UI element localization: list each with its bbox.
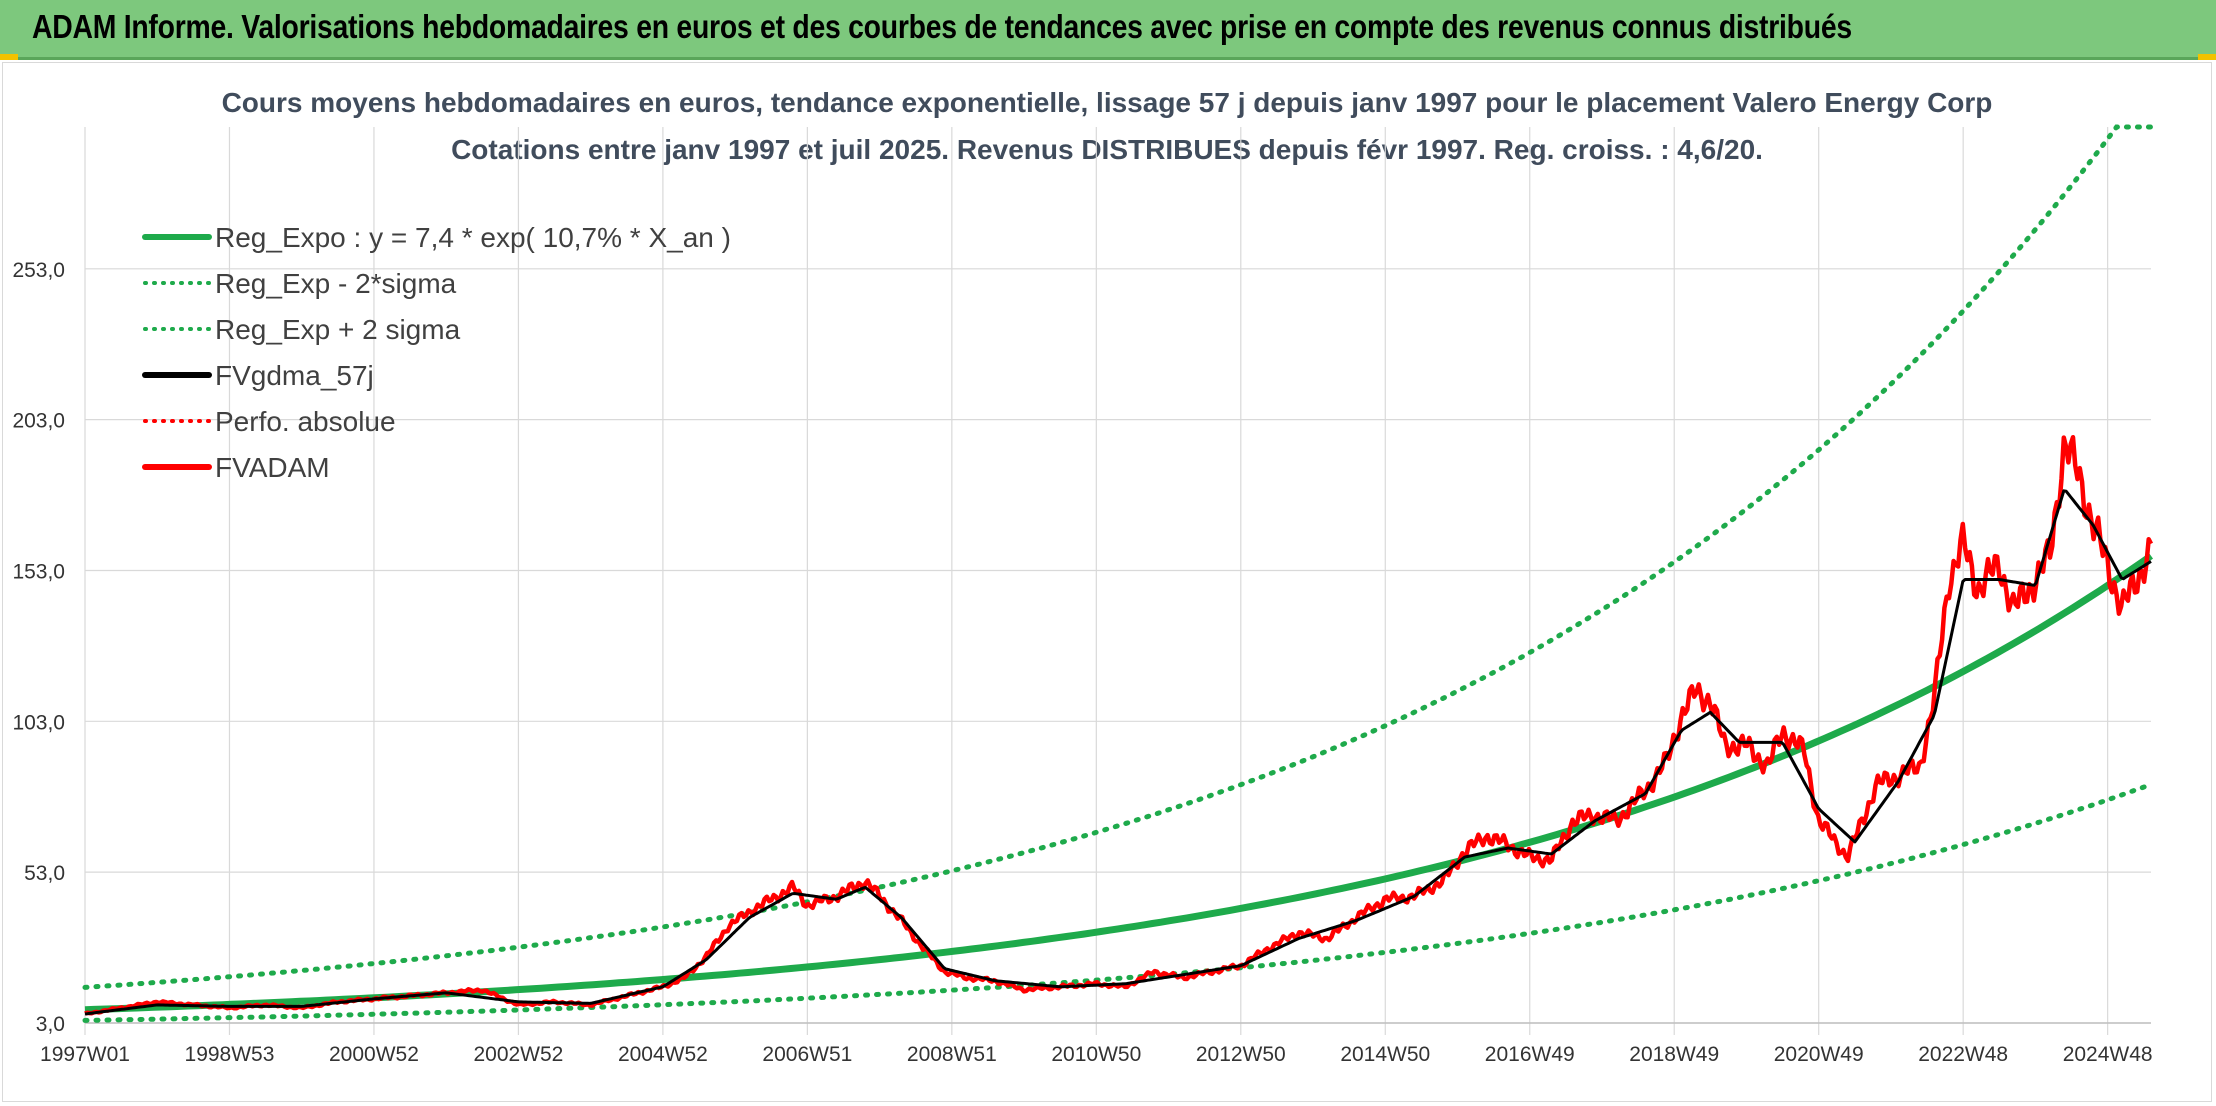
x-tick-label: 2016W49 (1485, 1043, 1575, 1066)
x-tick-label: 2000W52 (329, 1043, 419, 1066)
x-tick-label: 2018W49 (1629, 1043, 1719, 1066)
banner: ADAM Informe. Valorisations hebdomadaire… (0, 0, 2216, 60)
x-tick-label: 2004W52 (618, 1043, 708, 1066)
legend-label: Perfo. absolue (215, 406, 396, 437)
x-tick-label: 2024W48 (2063, 1043, 2153, 1066)
banner-title: ADAM Informe. Valorisations hebdomadaire… (32, 8, 1852, 45)
x-tick-label: 2006W51 (762, 1043, 852, 1066)
chart-series (82, 124, 2154, 1023)
chart-title-line-2: Cotations entre janv 1997 et juil 2025. … (451, 134, 1763, 165)
corner-mark-left (0, 54, 18, 60)
y-tick-label: 203,0 (12, 410, 65, 433)
x-tick-label: 1998W53 (185, 1043, 275, 1066)
y-tick-label: 253,0 (12, 259, 65, 282)
series-reg-exp-minus-2-sigma (82, 781, 2154, 1023)
chart-title-line-1: Cours moyens hebdomadaires en euros, ten… (222, 87, 1993, 118)
series-fvgdma-57j (84, 489, 2152, 1016)
x-tick-label: 2012W50 (1196, 1043, 1286, 1066)
x-tick-label: 2010W50 (1051, 1043, 1141, 1066)
legend-label: Reg_Expo : y = 7,4 * exp( 10,7% * X_an ) (215, 222, 731, 253)
legend: Reg_Expo : y = 7,4 * exp( 10,7% * X_an )… (142, 222, 731, 483)
y-axis: 3,0 53,0 103,0 153,0 203,0 253,0 (12, 259, 65, 1036)
x-tick-label: 2014W50 (1340, 1043, 1430, 1066)
x-tick-label: 2002W52 (473, 1043, 563, 1066)
y-tick-label: 3,0 (36, 1013, 65, 1036)
legend-label: FVgdma_57j (215, 360, 374, 391)
y-tick-label: 103,0 (12, 711, 65, 734)
y-tick-label: 53,0 (24, 862, 65, 885)
y-tick-label: 153,0 (12, 560, 65, 583)
x-tick-label: 1997W01 (40, 1043, 130, 1066)
series-reg-expo (84, 552, 2154, 1014)
x-tick-label: 2022W48 (1918, 1043, 2008, 1066)
x-tick-label: 2020W49 (1774, 1043, 1864, 1066)
legend-label: FVADAM (215, 452, 330, 483)
chart-frame: Cours moyens hebdomadaires en euros, ten… (2, 62, 2212, 1102)
legend-label: Reg_Exp - 2*sigma (215, 268, 457, 299)
x-tick-label: 2008W51 (907, 1043, 997, 1066)
legend-label: Reg_Exp + 2 sigma (215, 314, 461, 345)
series-reg-exp-plus-2-sigma (82, 124, 2154, 990)
chart-grid (84, 127, 2151, 1035)
corner-mark-right (2198, 54, 2216, 60)
x-axis: 1997W01 1998W53 2000W52 2002W52 2004W52 2006W… (40, 1022, 2153, 1066)
chart: Cours moyens hebdomadaires en euros, ten… (12, 87, 2154, 1066)
